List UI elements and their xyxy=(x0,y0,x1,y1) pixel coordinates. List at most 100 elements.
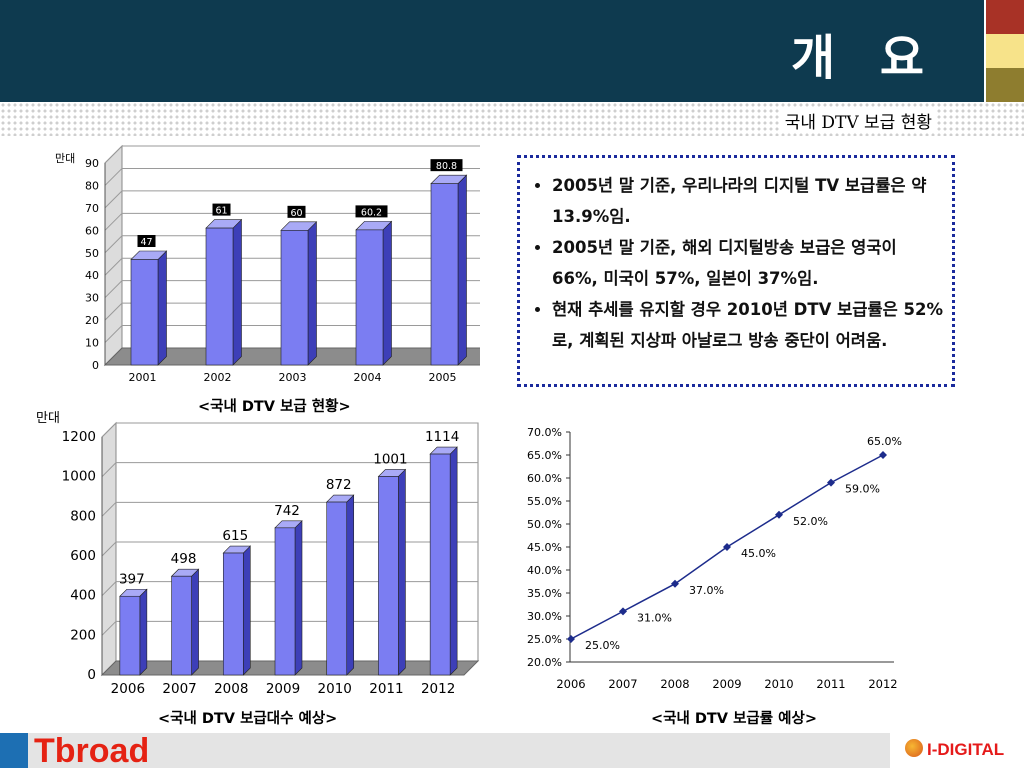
data-label-box xyxy=(212,203,231,216)
tbroad-logo-mark xyxy=(0,733,28,768)
bar xyxy=(130,259,159,366)
y-tick-label: 55.0% xyxy=(527,495,562,508)
data-point xyxy=(567,635,575,643)
bar xyxy=(430,183,459,366)
chart-dtv-current: 0 10 20 30 40 50 60 70 80 90 만대 47 2001 61 2002 60 2003 6… xyxy=(55,145,480,384)
data-label: 80.8 xyxy=(436,161,457,172)
bar xyxy=(119,595,141,676)
y-tick-label: 60.0% xyxy=(527,472,562,485)
data-point xyxy=(827,478,835,487)
data-label: 872 xyxy=(326,477,352,493)
bar-side xyxy=(382,220,392,366)
data-label: 615 xyxy=(222,528,248,544)
data-label: 1001 xyxy=(373,451,407,467)
idigital-logo-icon xyxy=(905,739,923,757)
x-tick-label: 2004 xyxy=(354,371,382,384)
bar-side xyxy=(449,446,458,676)
gridline xyxy=(104,167,480,186)
data-label-box xyxy=(430,159,463,172)
bar-side xyxy=(457,174,467,366)
gridline xyxy=(101,462,478,478)
x-tick-label: 2012 xyxy=(421,681,455,697)
y-tick-label: 90 xyxy=(85,157,99,170)
data-label: 60.2 xyxy=(361,207,382,218)
y-tick-label: 0 xyxy=(92,359,99,372)
data-label: 65.0% xyxy=(867,435,902,448)
x-tick-label: 2003 xyxy=(279,371,307,384)
y-tick-label: 40 xyxy=(85,269,99,282)
idigital-logo: I-DIGITAL xyxy=(927,740,1005,759)
data-label: 47 xyxy=(140,237,152,248)
x-tick-label: 2006 xyxy=(556,677,585,691)
bar-side xyxy=(139,588,148,676)
data-label: 498 xyxy=(171,551,197,567)
bar xyxy=(205,227,234,366)
y-tick-label: 60 xyxy=(85,224,99,237)
chart-dtv-rate-forecast: 20.0% 25.0% 30.0% 35.0% 40.0% 45.0% 50.0% 55.0%… xyxy=(527,426,902,691)
bar xyxy=(378,476,399,676)
tbroad-logo: Tbroad xyxy=(34,732,150,770)
y-tick-label: 600 xyxy=(70,548,96,564)
y-unit-label: 만대 xyxy=(55,152,75,165)
chart1-title: <국내 DTV 보급 현황> xyxy=(198,399,351,415)
y-tick-label: 20 xyxy=(85,314,99,327)
y-tick-label: 45.0% xyxy=(527,541,562,554)
y-tick-label: 80 xyxy=(85,179,99,192)
x-tick-label: 2011 xyxy=(369,681,403,697)
data-label-box xyxy=(355,205,388,218)
bar-side xyxy=(307,221,317,366)
x-tick-label: 2009 xyxy=(266,681,300,697)
bar xyxy=(171,575,192,676)
gridline xyxy=(101,422,478,438)
bar xyxy=(429,453,451,676)
data-label: 61 xyxy=(215,206,227,217)
y-tick-label: 1200 xyxy=(62,429,96,445)
bar-side xyxy=(346,494,355,676)
x-tick-label: 2007 xyxy=(162,681,196,697)
bar-side xyxy=(294,520,303,676)
y-tick-label: 50 xyxy=(85,247,99,260)
bar-side xyxy=(242,545,251,676)
y-tick-label: 400 xyxy=(70,588,96,604)
header-bar xyxy=(0,0,984,102)
x-tick-label: 2007 xyxy=(608,677,637,691)
gridline xyxy=(104,190,480,209)
gridline xyxy=(101,541,478,557)
x-tick-label: 2005 xyxy=(429,371,457,384)
y-tick-label: 1000 xyxy=(62,469,96,485)
data-label: 31.0% xyxy=(637,611,672,624)
y-tick-label: 30 xyxy=(85,292,99,305)
gridline xyxy=(101,581,478,597)
x-tick-label: 2010 xyxy=(764,677,793,691)
chart3-title: <국내 DTV 보급률 예상> xyxy=(651,711,817,727)
corner-square-yellow xyxy=(986,34,1024,68)
x-tick-label: 2010 xyxy=(318,681,352,697)
y-tick-label: 30.0% xyxy=(527,610,562,623)
data-label: 1114 xyxy=(425,429,459,445)
y-tick-label: 200 xyxy=(70,627,96,643)
data-label: 45.0% xyxy=(741,547,776,560)
page-subtitle: 국내 DTV 보급 현황 xyxy=(780,108,936,133)
y-tick-label: 50.0% xyxy=(527,518,562,531)
summary-box: 2005년 말 기준, 우리나라의 디지털 TV 보급률은 약 13.9%임. … xyxy=(517,155,955,387)
footer-bar xyxy=(0,733,1024,768)
chart-side-wall xyxy=(104,145,123,367)
bar xyxy=(280,230,309,366)
data-point xyxy=(723,543,731,551)
data-point xyxy=(671,579,679,588)
bullet-item: 현재 추세를 유지할 경우 2010년 DTV 보급률은 52%로, 계획된 지… xyxy=(552,294,946,356)
data-point xyxy=(879,451,887,459)
bar xyxy=(355,229,384,366)
x-tick-label: 2008 xyxy=(660,677,689,691)
data-point xyxy=(775,510,783,519)
data-label: 37.0% xyxy=(689,584,724,597)
data-point xyxy=(619,607,627,616)
x-tick-label: 2002 xyxy=(204,371,232,384)
bar-side xyxy=(398,468,406,676)
bar xyxy=(326,501,348,676)
bar xyxy=(222,552,244,676)
bar-side xyxy=(191,568,199,676)
chart2-title: <국내 DTV 보급대수 예상> xyxy=(158,711,338,727)
data-label: 60 xyxy=(290,208,302,219)
